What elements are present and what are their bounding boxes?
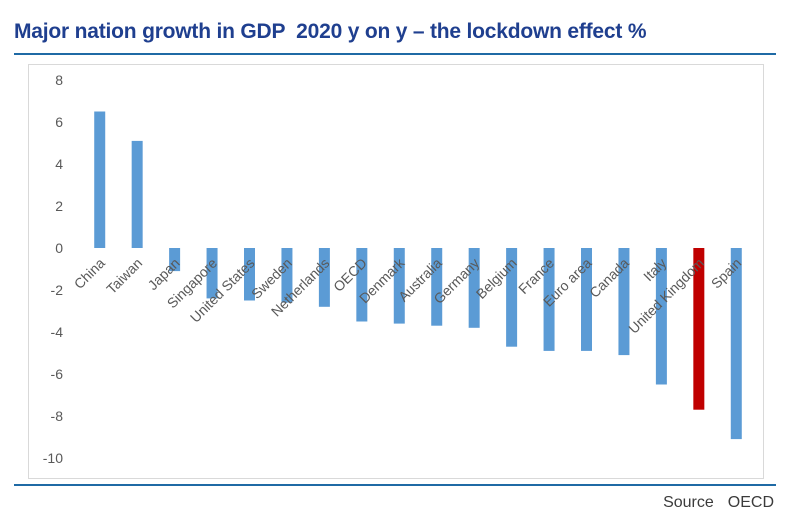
bar-belgium (506, 248, 518, 347)
title-divider (14, 53, 776, 55)
bar-united-states (244, 248, 255, 301)
bar-canada (618, 248, 630, 356)
chart-title: Major nation growth in GDP 2020 y on y –… (14, 20, 647, 43)
y-tick-label: 2 (55, 198, 63, 214)
bar-oecd (356, 248, 368, 322)
bar-china (94, 111, 106, 248)
y-tick-label: -6 (51, 366, 64, 382)
bar-euro-area (581, 248, 592, 351)
bar-japan (169, 248, 181, 272)
bar-netherlands (318, 248, 330, 307)
y-tick-label: -2 (51, 282, 64, 298)
y-tick-label: 8 (55, 72, 63, 88)
y-tick-label: 4 (55, 156, 63, 172)
bar-denmark (393, 248, 405, 324)
bar-taiwan (131, 140, 143, 248)
footer-divider (14, 484, 776, 486)
bar-spain (730, 248, 742, 440)
y-tick-label: 6 (55, 114, 63, 130)
category-label: China (71, 255, 108, 292)
y-tick-label: -4 (51, 324, 64, 340)
source-note: Source OECD (663, 494, 774, 512)
bar-germany (468, 248, 480, 328)
bar-australia (431, 248, 443, 326)
source-value: OECD (727, 494, 774, 511)
y-tick-label: 0 (55, 240, 63, 256)
bar-sweden (281, 248, 293, 303)
chart-area: 8 6 4 2 0 -2 -4 -6 -8 -10 China Taiwan Japan Singapor… (28, 64, 764, 479)
bar-singapore (206, 248, 218, 299)
source-label: Source (663, 494, 714, 511)
y-tick-label: -10 (43, 450, 63, 466)
y-tick-label: -8 (51, 408, 64, 424)
bar-united-kingdom (693, 248, 705, 410)
category-label: Taiwan (103, 255, 145, 297)
bar-france (543, 248, 555, 351)
bar-italy (655, 248, 667, 385)
